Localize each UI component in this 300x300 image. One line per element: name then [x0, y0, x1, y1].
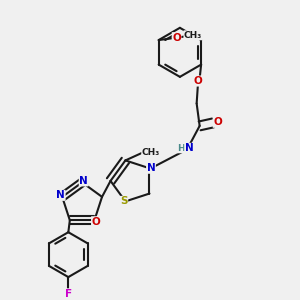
Text: O: O [213, 117, 222, 127]
Text: CH₃: CH₃ [184, 31, 202, 40]
Text: O: O [194, 76, 203, 86]
Text: O: O [92, 217, 100, 227]
Text: N: N [79, 176, 88, 186]
Text: CH₃: CH₃ [142, 148, 160, 158]
Text: S: S [120, 196, 128, 206]
Text: N: N [185, 143, 194, 153]
Text: F: F [65, 289, 72, 299]
Text: O: O [172, 33, 181, 43]
Text: N: N [56, 190, 65, 200]
Text: N: N [147, 163, 155, 173]
Text: H: H [177, 144, 185, 153]
